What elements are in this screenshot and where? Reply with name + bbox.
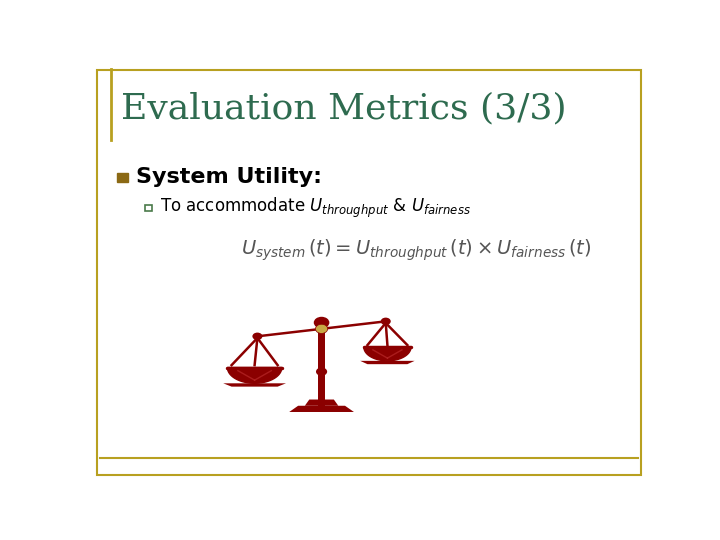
Text: System Utility:: System Utility:	[136, 167, 322, 187]
Text: $\mathit{U}_{system}\,(t) = \mathit{U}_{throughput}\,(t) \times \mathit{U}_{fair: $\mathit{U}_{system}\,(t) = \mathit{U}_{…	[240, 237, 591, 262]
Circle shape	[314, 317, 329, 328]
Text: To accommodate $\mathit{U}_{throughput}$ & $\mathit{U}_{fairness}$: To accommodate $\mathit{U}_{throughput}$…	[160, 195, 471, 220]
Circle shape	[253, 333, 262, 340]
Polygon shape	[228, 368, 282, 383]
Bar	[145, 205, 153, 211]
Polygon shape	[223, 383, 286, 387]
Bar	[117, 173, 128, 182]
Polygon shape	[360, 361, 415, 364]
Circle shape	[315, 324, 328, 333]
Text: Evaluation Metrics (3/3): Evaluation Metrics (3/3)	[121, 92, 567, 126]
Circle shape	[316, 368, 327, 376]
Polygon shape	[289, 406, 354, 412]
Polygon shape	[318, 329, 325, 412]
Polygon shape	[364, 347, 411, 361]
Circle shape	[381, 318, 391, 325]
Polygon shape	[305, 400, 338, 406]
Polygon shape	[258, 320, 386, 338]
